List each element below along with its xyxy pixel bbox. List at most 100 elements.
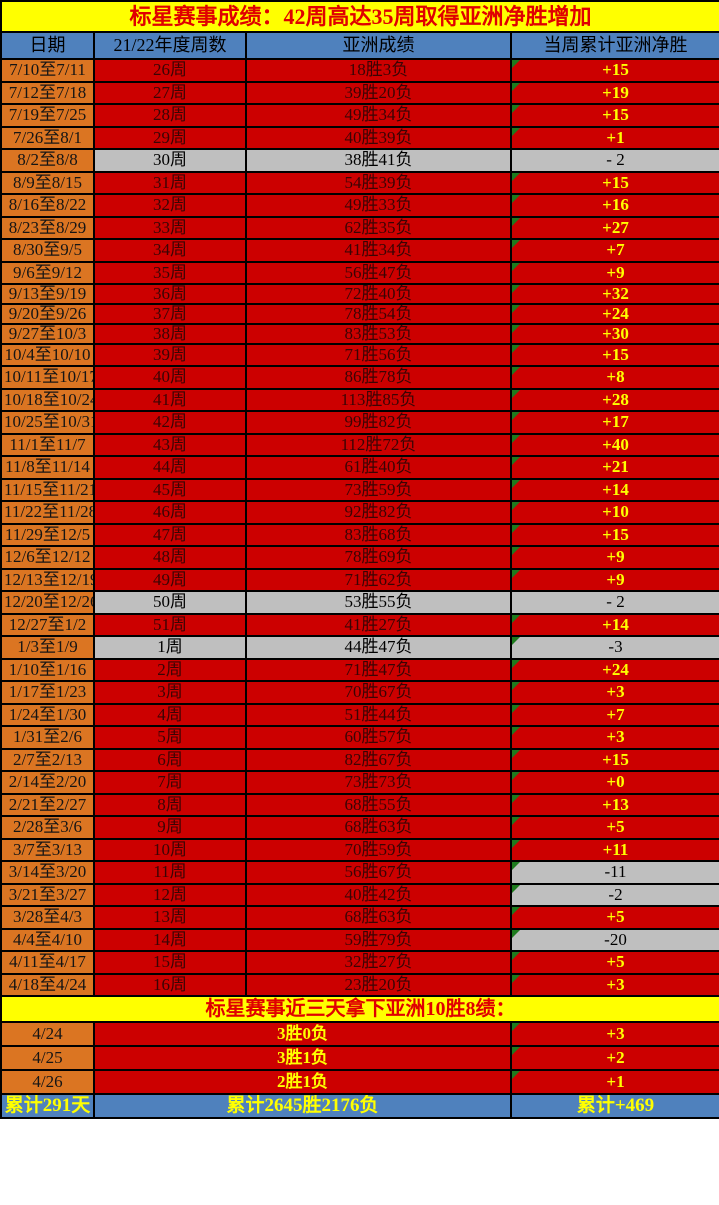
date-cell: 1/3至1/9 <box>2 637 95 660</box>
result-cell: 92胜82负 <box>247 502 512 525</box>
table-row: 11/8至11/14 44周 61胜40负 +21 <box>2 457 719 480</box>
table-row: 1/24至1/30 4周 51胜44负 +7 <box>2 704 719 728</box>
comment-triangle-icon <box>512 502 520 511</box>
week-cell: 4周 <box>95 704 247 728</box>
table-row: 8/23至8/29 33周 62胜35负 +27 <box>2 217 719 240</box>
comment-triangle-icon <box>512 637 520 646</box>
result-cell: 68胜63负 <box>247 907 512 930</box>
comment-triangle-icon <box>512 659 520 668</box>
net-value: +17 <box>602 412 629 432</box>
comment-triangle-icon <box>512 240 520 248</box>
date-cell: 1/24至1/30 <box>2 704 95 728</box>
result-cell: 70胜59负 <box>247 839 512 863</box>
result-cell: 40胜39负 <box>247 127 512 150</box>
net-cell: +7 <box>512 704 719 728</box>
comment-triangle-icon <box>512 82 520 91</box>
comment-triangle-icon <box>512 749 520 758</box>
week-cell: 38周 <box>95 324 247 345</box>
net-cell: +7 <box>512 240 719 263</box>
net-value: +27 <box>602 217 629 237</box>
net-value: +5 <box>606 817 625 837</box>
week-cell: 7周 <box>95 772 247 795</box>
table-row: 1/31至2/6 5周 60胜57负 +3 <box>2 727 719 750</box>
total-record-cell: 累计2645胜2176负 <box>95 1095 512 1120</box>
comment-triangle-icon <box>512 217 520 226</box>
table-row: 3/7至3/13 10周 70胜59负 +11 <box>2 839 719 863</box>
table-row: 9/20至9/26 37周 78胜54负 +24 <box>2 304 719 325</box>
net-cell: +5 <box>512 907 719 930</box>
net-cell: +15 <box>512 105 719 128</box>
net-cell: +15 <box>512 344 719 368</box>
table-row: 2/21至2/27 8周 68胜55负 +13 <box>2 794 719 818</box>
comment-triangle-icon <box>512 862 520 871</box>
comment-triangle-icon <box>512 614 520 623</box>
result-cell: 41胜27负 <box>247 614 512 638</box>
net-value: +30 <box>602 324 629 343</box>
net-cell: +27 <box>512 217 719 240</box>
result-cell: 60胜57负 <box>247 727 512 750</box>
table-row: 12/27至1/2 51周 41胜27负 +14 <box>2 614 719 638</box>
result-cell: 71胜47负 <box>247 659 512 683</box>
net-cell: -20 <box>512 929 719 953</box>
table-row: 2/28至3/6 9周 68胜63负 +5 <box>2 817 719 840</box>
net-value: +15 <box>602 749 629 769</box>
date-cell: 1/10至1/16 <box>2 659 95 683</box>
week-cell: 46周 <box>95 502 247 525</box>
comment-triangle-icon <box>512 195 520 203</box>
comment-triangle-icon <box>512 1023 520 1032</box>
net-value: +2 <box>606 1048 625 1068</box>
net-cell: - 2 <box>512 150 719 173</box>
table-row: 11/1至11/7 43周 112胜72负 +40 <box>2 434 719 458</box>
date-cell: 11/15至11/21 <box>2 479 95 503</box>
net-cell: +24 <box>512 659 719 683</box>
result-cell: 73胜59负 <box>247 479 512 503</box>
net-value: +14 <box>602 614 629 634</box>
net-cell: +2 <box>512 1047 719 1072</box>
banner-row: 标星赛事近三天拿下亚洲10胜8绩： <box>2 997 719 1024</box>
date-cell: 11/1至11/7 <box>2 434 95 458</box>
net-value: +1 <box>606 1072 625 1092</box>
date-cell: 3/14至3/20 <box>2 862 95 885</box>
comment-triangle-icon <box>512 105 520 113</box>
result-cell: 56胜67负 <box>247 862 512 885</box>
net-value: +1 <box>606 127 625 147</box>
week-cell: 27周 <box>95 82 247 105</box>
table-row: 3/14至3/20 11周 56胜67负 -11 <box>2 862 719 885</box>
net-value: +9 <box>606 547 625 567</box>
result-cell: 68胜55负 <box>247 794 512 818</box>
table-row: 3/21至3/27 12周 40胜42负 -2 <box>2 884 719 908</box>
net-cell: +10 <box>512 502 719 525</box>
date-cell: 10/11至10/17 <box>2 367 95 390</box>
date-cell: 1/17至1/23 <box>2 682 95 705</box>
net-value: +15 <box>602 60 629 80</box>
result-cell: 73胜73负 <box>247 772 512 795</box>
net-value: +15 <box>602 344 629 364</box>
date-cell: 4/24 <box>2 1023 95 1048</box>
week-cell: 33周 <box>95 217 247 240</box>
week-cell: 39周 <box>95 344 247 368</box>
table-row: 8/30至9/5 34周 41胜34负 +7 <box>2 240 719 263</box>
result-cell: 40胜42负 <box>247 884 512 908</box>
date-cell: 8/2至8/8 <box>2 150 95 173</box>
comment-triangle-icon <box>512 547 520 556</box>
table-row: 8/9至8/15 31周 54胜39负 +15 <box>2 172 719 195</box>
table-row: 12/20至12/26 50周 53胜55负 - 2 <box>2 592 719 615</box>
result-cell: 61胜40负 <box>247 457 512 480</box>
comment-triangle-icon <box>512 772 520 781</box>
net-cell: +3 <box>512 727 719 750</box>
net-value: +5 <box>606 952 625 972</box>
result-cell: 62胜35负 <box>247 217 512 240</box>
net-value: +21 <box>602 457 629 477</box>
result-cell: 18胜3负 <box>247 60 512 83</box>
result-cell: 71胜56负 <box>247 344 512 368</box>
result-cell: 78胜54负 <box>247 304 512 325</box>
date-cell: 1/31至2/6 <box>2 727 95 750</box>
comment-triangle-icon <box>512 929 520 938</box>
table-row: 3/28至4/3 13周 68胜63负 +5 <box>2 907 719 930</box>
date-cell: 12/20至12/26 <box>2 592 95 615</box>
net-cell: -11 <box>512 862 719 885</box>
net-value: +14 <box>602 479 629 499</box>
day-row: 4/25 3胜1负 +2 <box>2 1047 719 1072</box>
net-value: +16 <box>602 195 629 215</box>
net-value: +3 <box>606 974 625 994</box>
